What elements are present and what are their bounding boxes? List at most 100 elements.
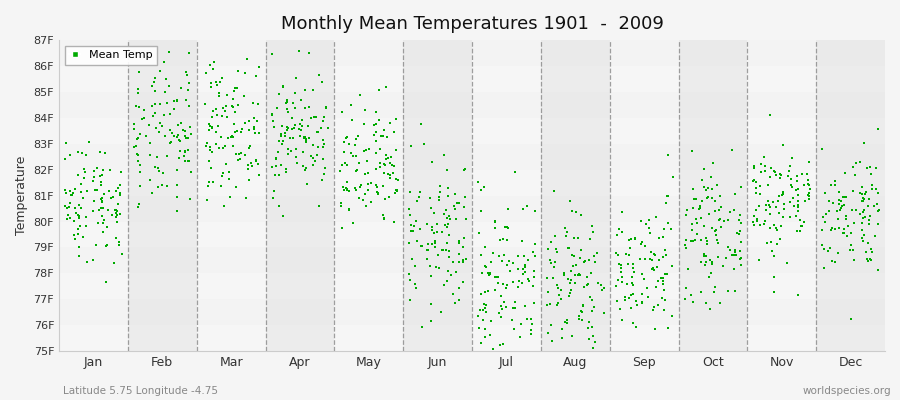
- Point: [852, 190, 867, 196]
- Point: [659, 200, 673, 206]
- Point: [522, 278, 536, 284]
- Point: [610, 232, 625, 238]
- Point: [858, 191, 872, 197]
- Point: [340, 186, 355, 193]
- Point: [819, 211, 833, 217]
- Point: [710, 253, 724, 260]
- Bar: [335, 40, 403, 351]
- Point: [496, 252, 510, 259]
- Point: [91, 220, 105, 226]
- Point: [71, 226, 86, 232]
- Bar: [59, 248, 885, 273]
- Point: [348, 142, 363, 148]
- Bar: [679, 40, 747, 351]
- Point: [703, 257, 717, 264]
- Point: [846, 219, 860, 226]
- Point: [612, 225, 626, 232]
- Point: [849, 207, 863, 214]
- Point: [376, 214, 391, 221]
- Point: [86, 174, 101, 180]
- Point: [709, 232, 724, 238]
- Point: [421, 247, 436, 254]
- Point: [473, 252, 488, 258]
- Point: [163, 110, 177, 117]
- Point: [148, 124, 163, 131]
- Point: [484, 318, 499, 324]
- Point: [638, 256, 652, 262]
- Point: [855, 220, 869, 226]
- Point: [288, 75, 302, 81]
- Point: [103, 167, 117, 174]
- Point: [218, 143, 232, 149]
- Point: [268, 172, 283, 178]
- Point: [615, 274, 629, 281]
- Point: [357, 107, 372, 113]
- Point: [101, 207, 115, 213]
- Point: [634, 300, 649, 306]
- Point: [150, 154, 165, 160]
- Point: [628, 324, 643, 331]
- Point: [473, 291, 488, 298]
- Point: [822, 208, 836, 214]
- Point: [856, 195, 870, 202]
- Point: [370, 190, 384, 196]
- Point: [403, 276, 418, 283]
- Point: [97, 191, 112, 198]
- Point: [78, 214, 93, 220]
- Point: [223, 194, 238, 200]
- Point: [279, 166, 293, 172]
- Point: [830, 208, 844, 214]
- Point: [587, 304, 601, 310]
- Point: [496, 235, 510, 242]
- Point: [685, 221, 699, 227]
- Point: [554, 296, 568, 302]
- Point: [146, 112, 160, 119]
- Point: [654, 295, 669, 301]
- Bar: [59, 144, 885, 170]
- Point: [718, 254, 733, 261]
- Point: [440, 221, 454, 228]
- Bar: [59, 170, 885, 196]
- Point: [411, 194, 426, 200]
- Point: [868, 233, 882, 239]
- Point: [114, 251, 129, 258]
- Point: [178, 68, 193, 75]
- Point: [584, 378, 598, 384]
- Point: [651, 302, 665, 309]
- Point: [86, 257, 100, 264]
- Point: [620, 281, 634, 287]
- Point: [63, 152, 77, 158]
- Point: [348, 153, 363, 160]
- Point: [280, 97, 294, 103]
- Point: [649, 284, 663, 290]
- Point: [659, 252, 673, 258]
- Point: [377, 170, 392, 177]
- Point: [266, 124, 281, 130]
- Point: [319, 104, 333, 111]
- Point: [425, 224, 439, 230]
- Point: [157, 59, 171, 65]
- Point: [496, 340, 510, 347]
- Point: [752, 183, 767, 189]
- Point: [695, 198, 709, 204]
- Point: [212, 93, 226, 100]
- Point: [408, 280, 422, 287]
- Point: [785, 155, 799, 162]
- Point: [475, 270, 490, 276]
- Point: [665, 174, 680, 180]
- Point: [272, 202, 286, 209]
- Point: [622, 237, 636, 243]
- Point: [95, 220, 110, 226]
- Point: [843, 316, 858, 322]
- Point: [754, 169, 769, 175]
- Point: [447, 205, 462, 212]
- Point: [200, 196, 214, 203]
- Point: [361, 181, 375, 188]
- Point: [181, 158, 195, 164]
- Point: [863, 164, 878, 170]
- Point: [71, 212, 86, 218]
- Point: [635, 271, 650, 278]
- Point: [550, 302, 564, 308]
- Point: [488, 274, 502, 280]
- Point: [67, 232, 81, 238]
